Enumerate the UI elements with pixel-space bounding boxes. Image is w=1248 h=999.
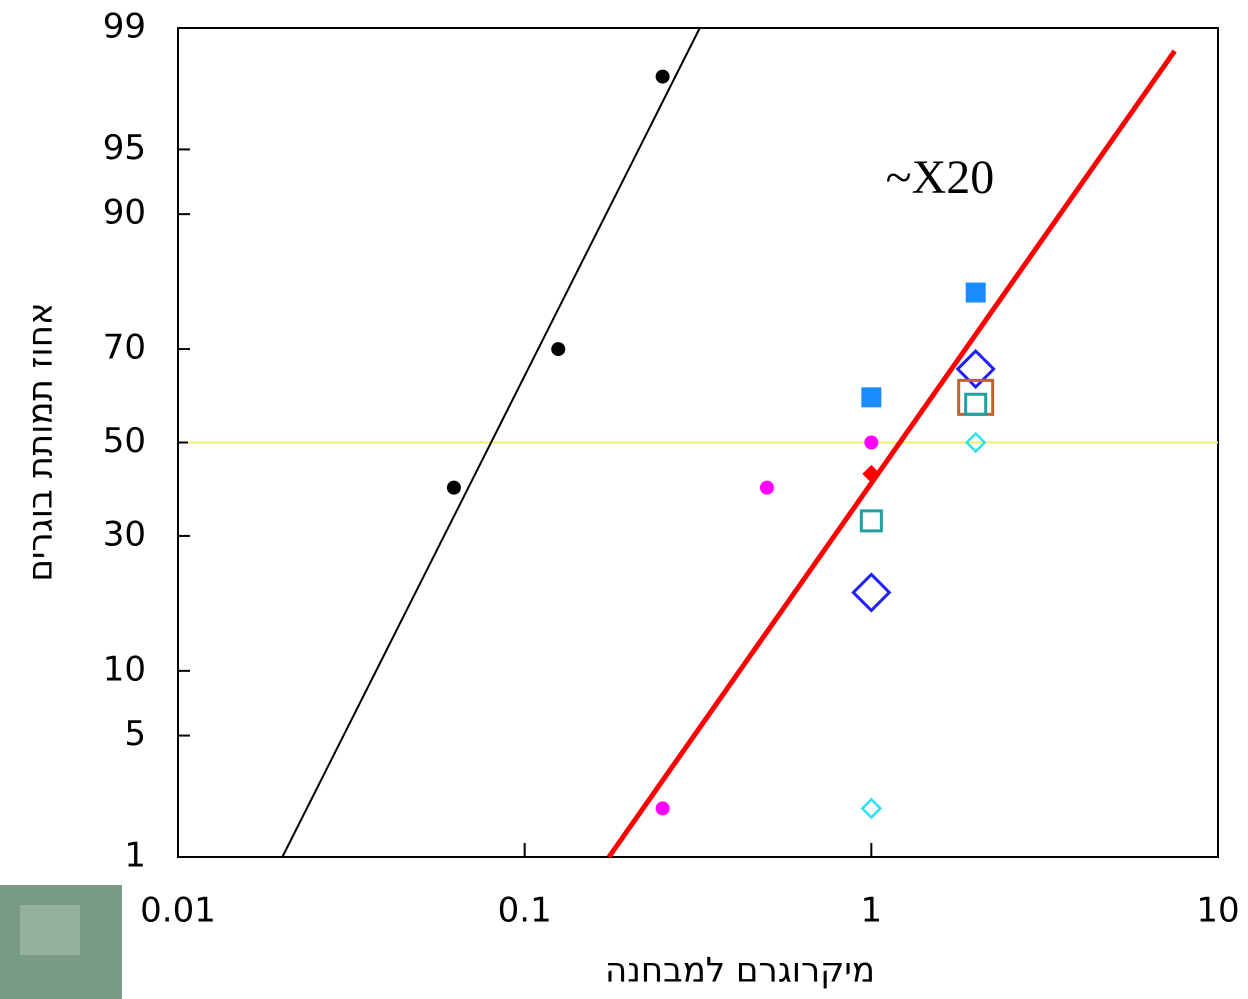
point — [955, 348, 996, 390]
point — [964, 392, 988, 416]
y-tick-label: 70 — [103, 328, 146, 368]
point — [655, 69, 670, 84]
y-tick-label: 5 — [124, 714, 146, 754]
x-axis-title: מיקרוגרם למבחנה — [605, 951, 875, 991]
leaf-image-detail — [20, 905, 80, 955]
y-tick-label: 99 — [103, 7, 146, 47]
y-tick-label: 90 — [103, 193, 146, 233]
y-axis-title: אחוז תמותת בוגרים — [21, 302, 61, 581]
y-tick-label: 10 — [103, 649, 146, 689]
fit-line — [281, 27, 701, 858]
y-tick-label: 95 — [103, 128, 146, 168]
x-tick-label: 0.01 — [140, 891, 216, 931]
annotation: ~X20 — [886, 151, 995, 204]
point — [964, 431, 987, 454]
point — [446, 480, 461, 495]
y-tick-label: 50 — [103, 421, 146, 461]
y-tick-label: 1 — [124, 836, 146, 876]
fit-line — [606, 49, 1177, 859]
x-tick-label: 1 — [861, 891, 883, 931]
x-tick-label: 10 — [1196, 891, 1239, 931]
point — [851, 572, 892, 613]
point — [864, 435, 879, 450]
y-tick-label: 30 — [103, 514, 146, 554]
point — [862, 464, 881, 483]
point — [759, 480, 774, 495]
x-tick-label: 0.1 — [498, 891, 552, 931]
point — [965, 282, 986, 303]
point — [655, 801, 670, 816]
point — [861, 387, 882, 408]
point — [551, 342, 566, 357]
point — [860, 797, 883, 820]
point — [859, 509, 883, 533]
